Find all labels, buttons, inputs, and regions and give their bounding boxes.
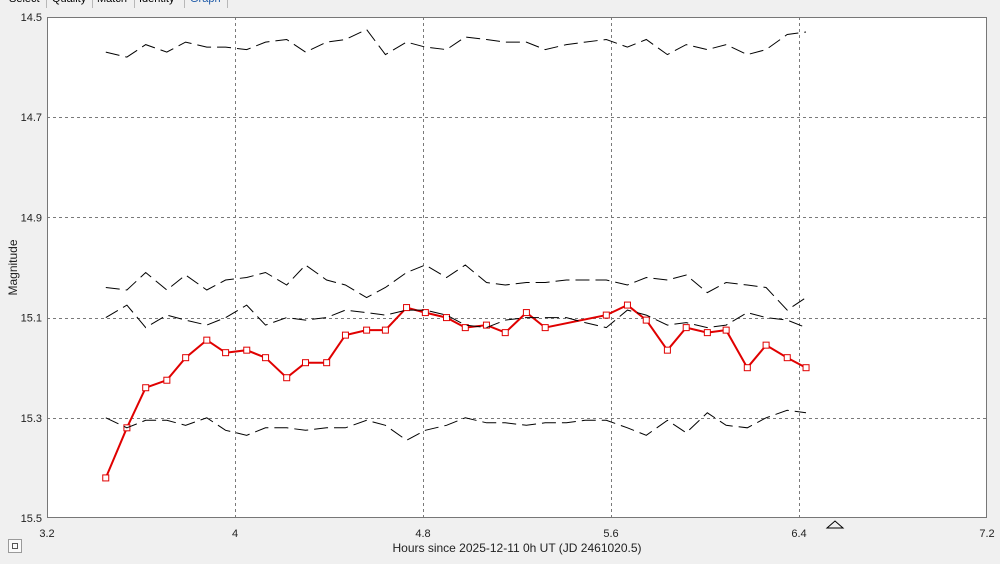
target-point[interactable] [283,374,291,382]
series-layer [102,28,810,482]
tab-separator [184,0,185,8]
target-point[interactable] [461,324,469,332]
target-point[interactable] [722,326,730,334]
tab-separator [46,0,47,8]
target-point[interactable] [363,326,371,334]
tab-quality[interactable]: Quality [52,0,86,5]
x-axis-label: Hours since 2025-12-11 0h UT (JD 2461020… [392,541,641,555]
target-point[interactable] [802,364,810,372]
x-tick-label: 7.2 [979,528,994,540]
y-tick-label: 15.3 [21,413,42,425]
plot-area[interactable] [47,17,987,518]
target-point[interactable] [443,314,450,322]
tab-select[interactable]: Select [9,0,40,5]
y-tick-label: 14.5 [21,12,42,24]
tab-separator [227,0,228,8]
target-point[interactable] [501,329,509,337]
x-tick-label: 4 [232,528,238,540]
tab-identity[interactable]: Identity [139,0,174,5]
target-point[interactable] [522,309,530,317]
target-point[interactable] [762,341,770,349]
target-point[interactable] [182,354,190,362]
target-point[interactable] [243,346,251,354]
target-point[interactable] [203,336,211,344]
tab-match[interactable]: Match [97,0,127,5]
target-point[interactable] [102,474,110,482]
tab-separator [134,0,135,8]
x-tick-label: 4.8 [415,528,430,540]
plot-border [47,17,987,518]
x-tick-label: 6.4 [791,528,806,540]
comparison-series-line-3[interactable] [105,304,807,329]
target-point[interactable] [381,326,389,334]
square-icon [12,543,18,549]
target-point[interactable] [743,364,751,372]
target-point[interactable] [302,359,309,367]
target-point[interactable] [323,359,331,367]
comparison-series-line-4[interactable] [105,409,807,441]
comparison-series-line-2[interactable] [105,264,807,311]
y-axis-label: Magnitude [6,239,20,295]
target-point[interactable] [421,309,429,317]
target-point[interactable] [163,376,171,384]
y-tick-label: 14.7 [21,112,42,124]
triangle-marker-icon[interactable] [825,520,845,529]
y-tick-label: 15.5 [21,513,42,525]
tab-strip: Select Quality Match Identity Graph [0,0,1000,8]
target-point[interactable] [642,316,650,324]
target-point[interactable] [663,346,671,354]
y-tick-label: 15.1 [21,313,42,325]
y-tick-labels: 14.5 14.7 14.9 15.1 15.3 15.5 [21,12,42,525]
tab-separator [92,0,93,8]
x-tick-label: 5.6 [603,528,618,540]
target-series-line[interactable] [104,303,807,479]
y-tick-label: 14.9 [21,212,42,224]
x-tick-label: 3.2 [39,528,54,540]
target-point[interactable] [602,311,610,319]
target-point[interactable] [623,301,631,309]
target-point[interactable] [222,349,230,357]
target-point[interactable] [682,324,690,332]
x-tick-labels: 3.2 4 4.8 5.6 6.4 7.2 [39,528,994,540]
comparison-series-line-1[interactable] [105,28,807,58]
target-point[interactable] [403,304,411,312]
target-point[interactable] [262,354,270,362]
target-point[interactable] [541,324,549,332]
tab-graph[interactable]: Graph [190,0,221,5]
options-button[interactable] [8,539,22,553]
target-point[interactable] [482,321,490,329]
target-point[interactable] [142,384,150,392]
target-point[interactable] [341,331,349,339]
target-point[interactable] [783,354,791,362]
target-point[interactable] [703,329,711,337]
